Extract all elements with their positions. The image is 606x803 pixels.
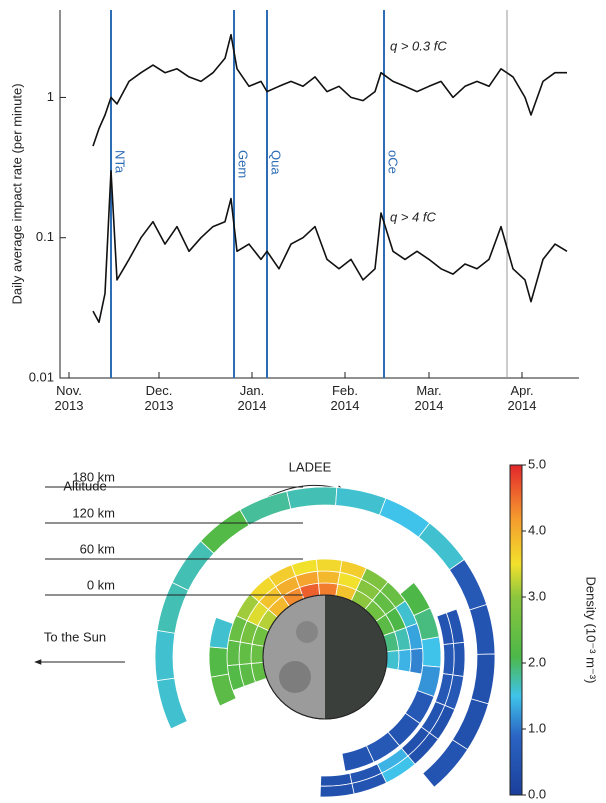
- colorbar-tick-label: 5.0: [528, 456, 546, 471]
- altitude-label: 60 km: [80, 541, 115, 556]
- density-cell: [157, 582, 188, 633]
- event-label: NTa: [113, 150, 128, 174]
- orbit-label: LADEE: [289, 459, 332, 474]
- density-cell: [422, 637, 441, 667]
- density-cell: [318, 571, 340, 584]
- density-cell: [157, 678, 188, 729]
- series-label: q > 0.3 fC: [390, 38, 447, 53]
- density-cell: [452, 699, 488, 750]
- y-axis-label: Daily average impact rate (per minute): [9, 83, 24, 304]
- impact-rate-chart: Daily average impact rate (per minute) 0…: [9, 10, 579, 413]
- altitude-label: 0 km: [87, 577, 115, 592]
- density-cell: [240, 491, 291, 525]
- density-cell: [287, 487, 337, 509]
- colorbar-label: Density (10⁻³ m⁻³): [584, 577, 599, 684]
- density-cell: [410, 648, 423, 674]
- density-cell: [470, 604, 495, 654]
- x-tick-label: Apr.2014: [508, 383, 537, 413]
- colorbar-tick-label: 3.0: [528, 588, 546, 603]
- density-cell: [239, 642, 252, 664]
- altitude-label: 120 km: [72, 505, 115, 520]
- moon-mare: [279, 661, 311, 693]
- event-label: Gem: [236, 150, 251, 178]
- altitude-label: 180 km: [72, 469, 115, 484]
- axis-frame: [60, 10, 579, 378]
- density-cell: [419, 523, 465, 570]
- colorbar-tick-label: 1.0: [528, 720, 546, 735]
- series-label: q > 4 fC: [390, 209, 436, 224]
- x-tick-label: Nov.2013: [55, 383, 84, 413]
- density-cell: [379, 498, 429, 537]
- y-tick-label: 1: [47, 89, 54, 104]
- density-cell: [336, 487, 386, 515]
- x-tick-label: Dec.2013: [145, 383, 174, 413]
- event-label: Qua: [269, 150, 284, 175]
- density-cell: [453, 642, 465, 676]
- sun-label: To the Sun: [44, 629, 106, 644]
- colorbar-tick-label: 0.0: [528, 786, 546, 801]
- x-tick-label: Feb.2014: [331, 383, 360, 413]
- event-label: oCe: [386, 150, 401, 174]
- density-cell: [450, 559, 487, 610]
- density-diagram: Altitude To the Sun LADEE Density (10⁻³ …: [35, 456, 599, 801]
- x-tick-label: Mar.2014: [415, 383, 444, 413]
- density-cell: [316, 559, 342, 572]
- density-cell: [155, 630, 175, 680]
- density-cell: [201, 510, 249, 554]
- density-cell: [251, 644, 264, 663]
- density-cell: [386, 651, 399, 670]
- density-cell: [443, 643, 454, 674]
- y-tick-label: 0.01: [29, 369, 54, 384]
- y-tick-label: 0.1: [36, 229, 54, 244]
- density-cell: [227, 640, 240, 666]
- colorbar: [510, 465, 522, 795]
- density-cell: [172, 541, 214, 590]
- series-line: [93, 35, 567, 146]
- colorbar-tick-label: 2.0: [528, 654, 546, 669]
- colorbar-tick-label: 4.0: [528, 522, 546, 537]
- density-cell: [398, 650, 411, 672]
- density-cell: [319, 583, 338, 596]
- density-cell: [471, 654, 495, 704]
- density-cell: [209, 647, 228, 677]
- series-line: [93, 171, 567, 322]
- moon-mare: [296, 621, 318, 643]
- x-tick-label: Jan.2014: [238, 383, 267, 413]
